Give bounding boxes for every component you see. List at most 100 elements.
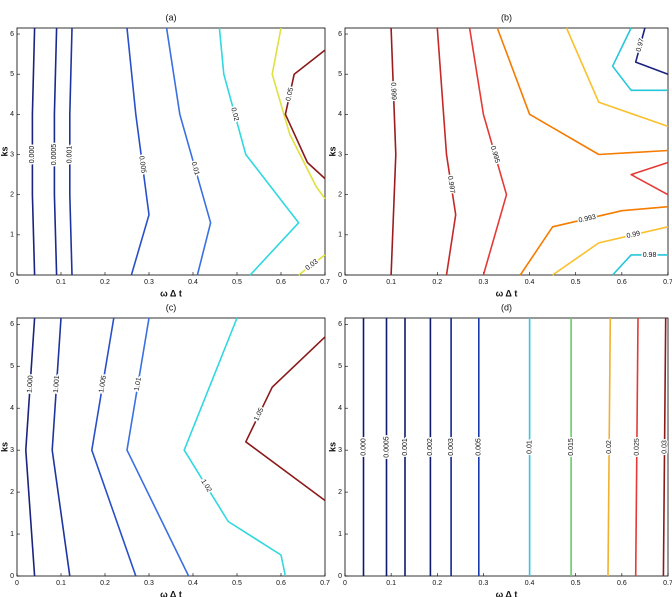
- contour-line: [634, 317, 639, 577]
- y-axis-label: ks: [327, 442, 337, 452]
- panel: (d) ω Δ t ks 0 0.1 0.2 0.3 0.4 0.5 0.6 0.7 0 1 2 3 4 5 6 0…: [327, 302, 672, 597]
- x-tick-label: 0.3: [144, 580, 154, 587]
- y-tick-label: 1: [10, 531, 14, 538]
- panel: (b) ω Δ t ks 0 0.1 0.2 0.3 0.4 0.5 0.6 0.7 0 1 2 3 4 5 6 0…: [327, 12, 672, 298]
- contour-line: [31, 27, 36, 276]
- x-tick-label: 0.3: [479, 580, 489, 587]
- x-tick-label: 0: [343, 279, 347, 286]
- y-tick-label: 1: [338, 531, 342, 538]
- contour-line: [91, 317, 137, 577]
- contour-line: [390, 27, 397, 276]
- y-tick-label: 0: [338, 573, 342, 580]
- y-tick-label: 0: [338, 272, 342, 279]
- x-tick-label: 0.3: [144, 279, 154, 286]
- x-tick-label: 0.1: [56, 580, 66, 587]
- contour-line: [126, 27, 150, 276]
- contour-label: 0.02: [606, 440, 613, 454]
- y-tick-label: 5: [338, 363, 342, 370]
- x-tick-label: 0.5: [232, 580, 242, 587]
- contour-line: [245, 336, 326, 502]
- x-tick-label: 0.2: [100, 580, 110, 587]
- contour-line: [183, 317, 287, 577]
- contour-label: 0.001: [67, 146, 74, 164]
- y-tick-label: 3: [10, 447, 14, 454]
- contour-label: 0.03: [661, 440, 668, 454]
- contour-line: [496, 27, 669, 276]
- x-tick-label: 0.4: [188, 279, 198, 286]
- contour-line: [25, 317, 36, 577]
- x-tick-label: 0.7: [663, 279, 672, 286]
- panel-title: (b): [501, 12, 512, 22]
- contour-label: 1.001: [53, 375, 61, 393]
- plot-frame: [16, 317, 326, 577]
- contour-line: [53, 27, 58, 276]
- x-tick-label: 0.7: [663, 580, 672, 587]
- y-tick-label: 4: [338, 111, 342, 118]
- x-tick-label: 0.4: [525, 580, 535, 587]
- x-tick-label: 0.1: [386, 279, 396, 286]
- contour-line: [69, 27, 73, 276]
- y-axis-label: ks: [0, 442, 9, 452]
- contour-label: 0.000: [29, 146, 36, 164]
- x-tick-label: 0.7: [320, 279, 330, 286]
- y-tick-label: 6: [338, 31, 342, 38]
- x-tick-label: 0.5: [232, 279, 242, 286]
- x-tick-label: 0.6: [617, 279, 627, 286]
- panel-title: (d): [501, 302, 512, 312]
- x-axis-label: ω Δ t: [160, 288, 182, 298]
- y-tick-label: 0: [10, 573, 14, 580]
- x-axis-label: ω Δ t: [496, 288, 518, 298]
- x-tick-label: 0.3: [479, 279, 489, 286]
- contour-label: 0.003: [448, 438, 455, 456]
- x-tick-label: 0: [15, 279, 19, 286]
- y-tick-label: 1: [338, 232, 342, 239]
- y-tick-label: 4: [10, 405, 14, 412]
- contour-line: [662, 317, 667, 577]
- contour-label: 0.001: [402, 438, 409, 456]
- x-tick-label: 0.6: [276, 279, 286, 286]
- y-tick-label: 2: [338, 192, 342, 199]
- contour-label: 0.98: [643, 252, 657, 259]
- y-tick-label: 6: [338, 321, 342, 328]
- x-tick-label: 0.1: [386, 580, 396, 587]
- y-tick-label: 1: [10, 232, 14, 239]
- contour-label: 1.000: [26, 375, 34, 393]
- contour-line: [552, 27, 669, 276]
- x-tick-label: 0.5: [571, 279, 581, 286]
- panel: (a) ω Δ t ks 0 0.1 0.2 0.3 0.4 0.5 0.6 0.7 0 1 2 3 4 5 6 0…: [0, 12, 330, 298]
- x-tick-label: 0.4: [188, 580, 198, 587]
- contour-label: 0.01: [526, 440, 533, 454]
- contour-label: 0.0005: [383, 436, 390, 458]
- plot-frame: [344, 317, 669, 577]
- contour-line: [51, 317, 71, 577]
- contour-line: [126, 317, 190, 577]
- y-tick-label: 2: [338, 489, 342, 496]
- x-tick-label: 0.7: [320, 580, 330, 587]
- y-tick-label: 4: [10, 111, 14, 118]
- y-tick-label: 4: [338, 405, 342, 412]
- x-tick-label: 0.5: [571, 580, 581, 587]
- panel: (c) ω Δ t ks 0 0.1 0.2 0.3 0.4 0.5 0.6 0.7 0 1 2 3 4 5 6 1…: [0, 302, 330, 597]
- y-tick-label: 0: [10, 272, 14, 279]
- contour-label: 0.002: [427, 438, 434, 456]
- contour-label: 0.000: [360, 438, 367, 456]
- y-axis-label: ks: [327, 146, 337, 156]
- contour-line: [611, 27, 668, 276]
- contour-line: [284, 49, 326, 180]
- x-tick-label: 0.2: [100, 279, 110, 286]
- x-tick-label: 0.4: [525, 279, 535, 286]
- y-tick-label: 3: [338, 151, 342, 158]
- contour-line: [607, 317, 612, 577]
- y-tick-label: 2: [10, 489, 14, 496]
- y-tick-label: 6: [10, 31, 14, 38]
- x-tick-label: 0: [343, 580, 347, 587]
- contour-line: [436, 27, 457, 276]
- contour-line: [218, 27, 300, 276]
- y-tick-label: 3: [10, 151, 14, 158]
- contour-label: 0.999: [389, 82, 397, 100]
- contour-line: [271, 27, 326, 276]
- contour-label: 0.025: [634, 438, 641, 456]
- plot-frame: [16, 27, 326, 276]
- x-tick-label: 0.6: [617, 580, 627, 587]
